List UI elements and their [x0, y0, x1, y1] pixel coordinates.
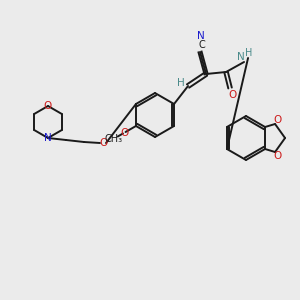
Text: CH₃: CH₃ [104, 134, 122, 144]
Text: O: O [273, 151, 281, 161]
Text: C: C [199, 40, 206, 50]
Text: O: O [228, 90, 236, 100]
Text: O: O [120, 128, 129, 138]
Text: N: N [237, 52, 245, 62]
Text: N: N [44, 133, 52, 143]
Text: H: H [245, 48, 253, 58]
Text: O: O [273, 115, 281, 125]
Text: O: O [99, 138, 107, 148]
Text: N: N [197, 31, 205, 41]
Text: H: H [177, 78, 185, 88]
Text: O: O [44, 101, 52, 111]
